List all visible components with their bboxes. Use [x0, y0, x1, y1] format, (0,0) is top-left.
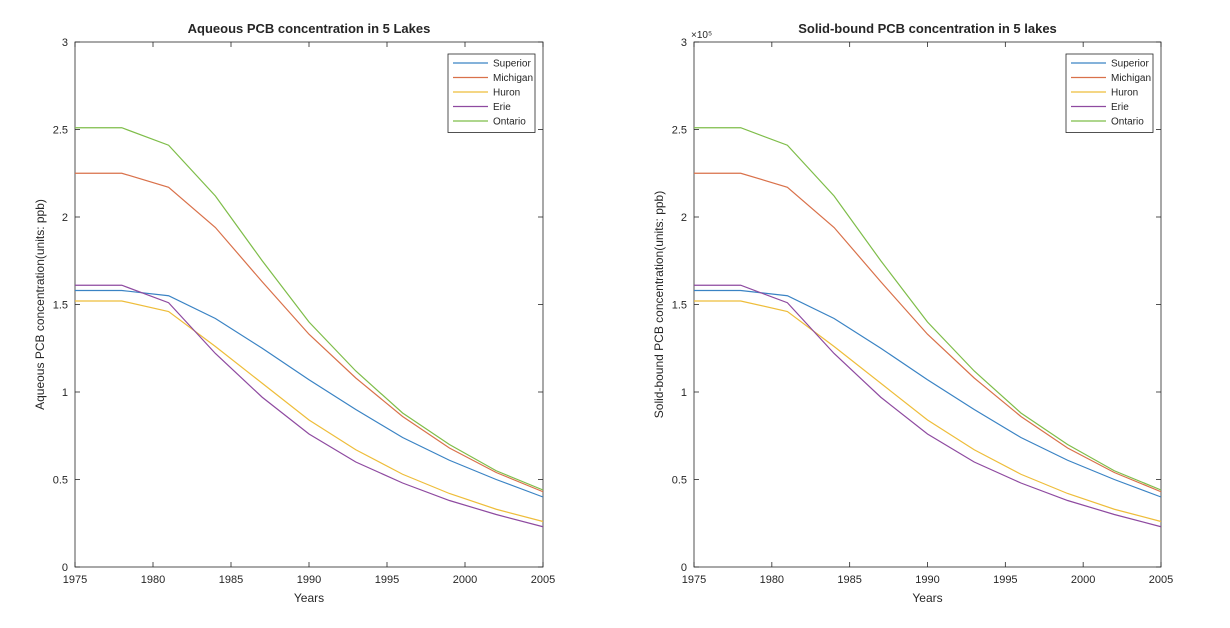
legend-box [1065, 53, 1154, 133]
y-exponent-label: ×10⁵ [691, 30, 712, 41]
y-tick-label: 1 [681, 387, 687, 399]
y-tick-label: 0.5 [672, 475, 687, 487]
y-tick-label: 3 [62, 37, 68, 49]
y-tick-label: 3 [681, 37, 687, 49]
legend: Superior Michigan Huron Erie Ontario [1065, 53, 1154, 133]
legend-label: Huron [1111, 88, 1138, 99]
x-tick-label: 1990 [297, 574, 321, 586]
series-line-ontario [694, 127, 1162, 491]
y-tick-label: 2 [62, 212, 68, 224]
series-line-erie [75, 284, 544, 528]
y-tick-label: 1.5 [53, 300, 68, 312]
y-tick-label: 1 [62, 387, 68, 399]
x-tick-label: 2005 [1149, 574, 1173, 586]
series-line-ontario [75, 127, 544, 491]
series-line-michigan [694, 172, 1162, 493]
legend-label: Ontario [493, 117, 526, 128]
chart-title: Solid-bound PCB concentration in 5 lakes [798, 21, 1057, 36]
y-tick-label: 2.5 [672, 125, 687, 137]
x-tick-label: 1990 [915, 574, 939, 586]
x-tick-label: 2000 [1071, 574, 1095, 586]
legend-label: Erie [1111, 102, 1129, 113]
legend-label: Erie [493, 102, 511, 113]
legend-label: Huron [493, 88, 520, 99]
series-line-huron [694, 300, 1162, 523]
series-line-erie [694, 284, 1162, 528]
y-axis-label: Solid-bound PCB concentration(units: ppb… [652, 191, 666, 418]
x-tick-label: 1985 [219, 574, 243, 586]
y-tick-label: 2.5 [53, 125, 68, 137]
legend-box [447, 53, 536, 133]
y-axis-label: Aqueous PCB concentration(units: ppb) [33, 199, 47, 410]
y-tick-label: 2 [681, 212, 687, 224]
series-line-michigan [75, 172, 544, 493]
legend-label: Superior [1111, 59, 1149, 70]
chart-panel-1: 1975 1980 1985 1990 1995 2000 2005 0 0.5 1 1.5 2 2.5… [33, 21, 555, 605]
y-tick-label: 0.5 [53, 475, 68, 487]
y-tick-label: 0 [62, 562, 68, 574]
legend-label: Superior [493, 59, 531, 70]
legend-label: Ontario [1111, 117, 1144, 128]
x-tick-label: 1975 [682, 574, 706, 586]
x-tick-label: 2005 [531, 574, 555, 586]
chart-title: Aqueous PCB concentration in 5 Lakes [188, 21, 431, 36]
x-axis-label: Years [912, 591, 942, 605]
y-tick-label: 0 [681, 562, 687, 574]
chart-panel-2: 1975 1980 1985 1990 1995 2000 2005 0 0.5 1 1.5 2 2.5… [652, 21, 1173, 605]
series-line-superior [694, 289, 1162, 498]
x-tick-label: 1985 [837, 574, 861, 586]
series-line-huron [75, 300, 544, 523]
series-line-superior [75, 289, 544, 498]
x-tick-label: 1975 [63, 574, 87, 586]
y-tick-label: 1.5 [672, 300, 687, 312]
x-axis-label: Years [294, 591, 324, 605]
x-tick-label: 1995 [375, 574, 399, 586]
x-tick-label: 1995 [993, 574, 1017, 586]
legend: Superior Michigan Huron Erie Ontario [447, 53, 536, 133]
legend-label: Michigan [1111, 73, 1151, 84]
x-tick-label: 1980 [760, 574, 784, 586]
x-tick-label: 1980 [141, 574, 165, 586]
x-tick-label: 2000 [453, 574, 477, 586]
legend-label: Michigan [493, 73, 533, 84]
